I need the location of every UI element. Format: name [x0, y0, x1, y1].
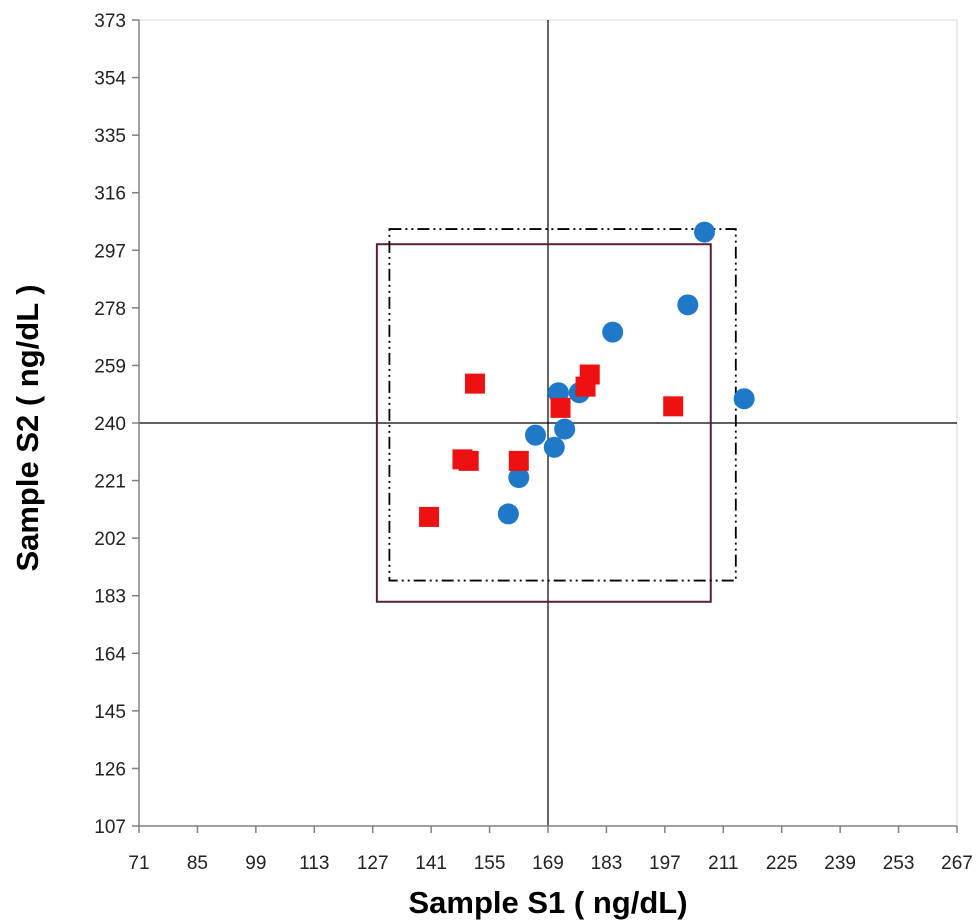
y-tick-label: 335 [94, 126, 126, 147]
reference-lines [139, 20, 957, 826]
x-tick-label: 155 [474, 853, 506, 874]
x-tick-label: 169 [532, 853, 564, 874]
square-data-point [458, 450, 479, 471]
square-data-point [464, 373, 485, 394]
x-tick-label: 141 [415, 853, 447, 874]
data-points [419, 221, 755, 527]
circle-data-point [694, 221, 716, 243]
x-tick-label: 253 [883, 853, 915, 874]
circle-data-point [554, 418, 576, 440]
y-tick-label: 259 [94, 356, 126, 377]
circle-data-point [602, 321, 624, 343]
x-tick-label: 85 [187, 853, 208, 874]
square-data-point [508, 450, 529, 471]
x-tick-label: 113 [299, 853, 329, 874]
y-tick-label: 221 [94, 472, 126, 493]
circle-data-point [733, 388, 755, 410]
circle-data-point [543, 436, 565, 458]
y-tick-label: 107 [94, 817, 126, 838]
x-axis-title: Sample S1 ( ng/dL) [408, 885, 687, 920]
y-tick-label: 202 [94, 529, 126, 550]
square-data-point [419, 506, 440, 527]
circle-data-point [497, 503, 519, 525]
square-data-point [550, 397, 571, 418]
y-tick-label: 240 [94, 414, 126, 435]
square-data-point [663, 396, 684, 417]
circle-data-point [524, 424, 546, 446]
x-tick-labels: 71 85 99 113 127 141 155 169 183 197 211 225 239 253 2… [128, 853, 972, 874]
y-tick-label: 373 [94, 11, 126, 32]
circle-data-point [508, 467, 530, 489]
solid-limit-box [375, 243, 712, 603]
dash-dot-limit-box [388, 228, 737, 582]
y-tick-label: 164 [94, 644, 126, 665]
y-tick-label: 145 [94, 702, 126, 723]
x-tick-label: 183 [591, 853, 623, 874]
axes [132, 19, 958, 833]
y-tick-label: 354 [94, 69, 126, 90]
y-tick-label: 297 [94, 241, 126, 262]
x-tick-label: 211 [708, 853, 738, 874]
y-axis-title: Sample S2 ( ng/dL ) [10, 284, 45, 571]
y-tick-label: 183 [94, 587, 126, 608]
x-tick-label: 267 [941, 853, 973, 874]
x-tick-label: 127 [357, 853, 389, 874]
square-data-point [579, 364, 600, 385]
y-tick-label: 126 [94, 759, 126, 780]
y-tick-label: 278 [94, 299, 126, 320]
y-tick-labels: 107 126 145 164 183 202 221 240 259 278 297 316 335 3… [94, 11, 126, 838]
circle-data-point [677, 294, 699, 316]
x-tick-label: 197 [649, 853, 681, 874]
tolerance-boxes [375, 228, 737, 603]
x-tick-label: 71 [128, 853, 149, 874]
x-tick-label: 239 [824, 853, 856, 874]
x-tick-label: 225 [766, 853, 798, 874]
x-tick-label: 99 [245, 853, 266, 874]
y-tick-label: 316 [94, 184, 126, 205]
